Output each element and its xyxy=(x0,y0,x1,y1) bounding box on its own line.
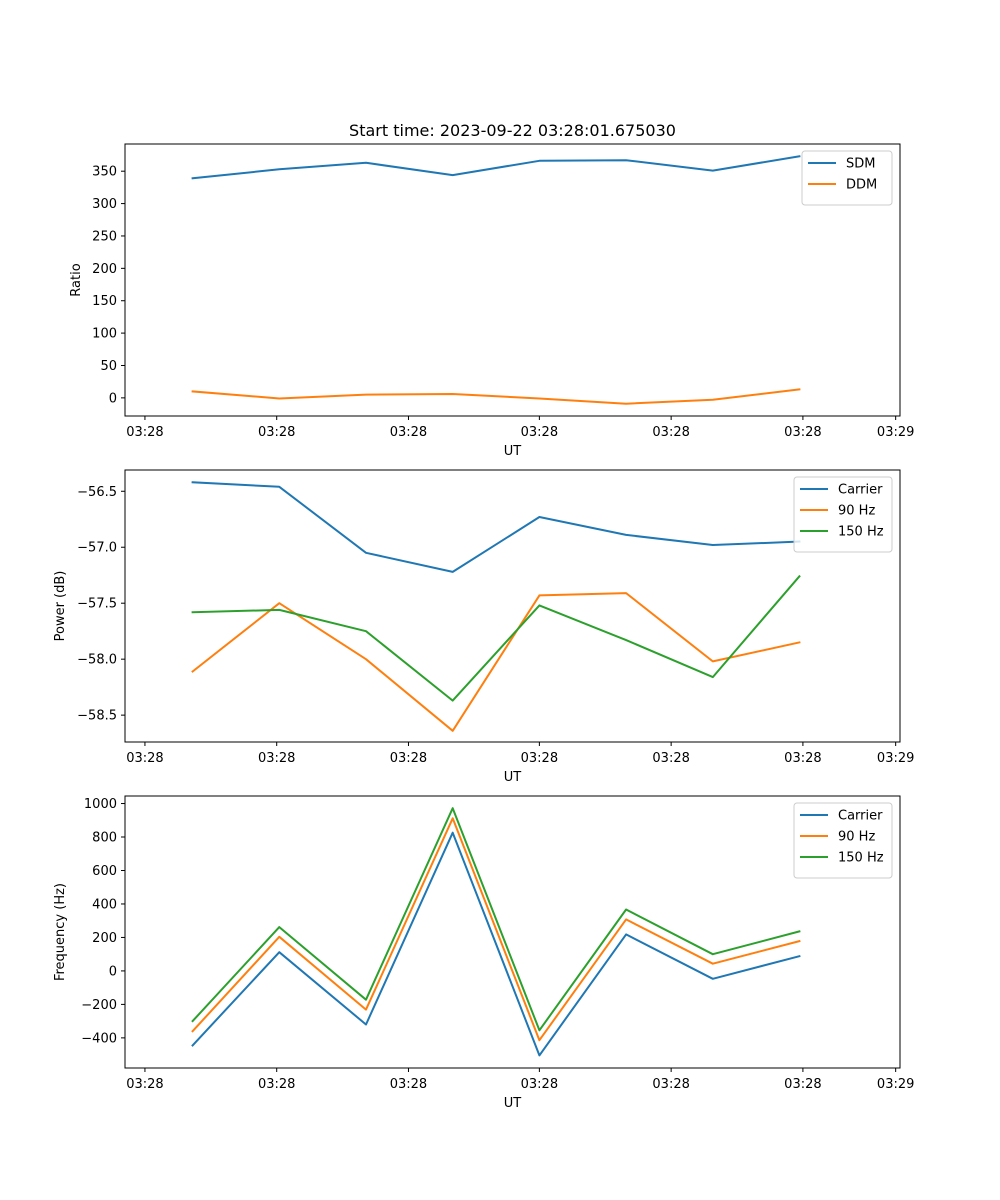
legend: Carrier 90 Hz 150 Hz xyxy=(793,476,893,553)
y-tick-label: −200 xyxy=(81,998,117,1013)
y-tick-label: −400 xyxy=(81,1031,117,1046)
subplot-3: 03:28 03:28 03:28 03:28 03:28 03:28 03:29 UT −40… xyxy=(53,795,914,1111)
y-tick-label: 200 xyxy=(92,262,117,277)
x-tick-label: 03:28 xyxy=(258,425,295,440)
y-tick-label: 0 xyxy=(109,964,117,979)
y-tick-label: 0 xyxy=(109,391,117,406)
x-tick-label: 03:28 xyxy=(126,425,163,440)
y-axis-label: Ratio xyxy=(69,263,84,296)
y-tick-label: −58.0 xyxy=(77,653,117,668)
subplot-2: 03:28 03:28 03:28 03:28 03:28 03:28 03:29 UT −58… xyxy=(53,469,914,785)
legend-label: SDM xyxy=(846,157,875,172)
legend-label: 150 Hz xyxy=(838,525,884,540)
x-tick-label: 03:28 xyxy=(521,425,558,440)
x-tick-label: 03:28 xyxy=(258,1077,295,1092)
y-tick-label: −58.5 xyxy=(77,709,117,724)
legend-label: Carrier xyxy=(838,809,883,824)
legend-label: 150 Hz xyxy=(838,851,884,866)
x-tick-label: 03:28 xyxy=(126,1077,163,1092)
x-tick-label: 03:28 xyxy=(390,751,427,766)
legend-box xyxy=(793,802,893,879)
x-tick-label: 03:28 xyxy=(126,751,163,766)
y-tick-label: −57.0 xyxy=(77,541,117,556)
legend-label: DDM xyxy=(846,178,877,193)
series-line-sdm xyxy=(191,155,801,180)
x-tick-label: 03:28 xyxy=(652,751,689,766)
legend-box xyxy=(801,150,893,206)
axes-frame xyxy=(124,469,901,743)
x-tick-label: 03:29 xyxy=(877,1077,914,1092)
y-tick-label: 600 xyxy=(92,864,117,879)
x-tick-label: 03:29 xyxy=(877,751,914,766)
y-tick-label: 250 xyxy=(92,229,117,244)
subplot-1: Start time: 2023-09-22 03:28:01.67503003… xyxy=(69,121,914,459)
x-tick-label: 03:28 xyxy=(652,1077,689,1092)
x-tick-label: 03:28 xyxy=(390,1077,427,1092)
series-line-150-hz xyxy=(191,807,801,1032)
legend-label: Carrier xyxy=(838,483,883,498)
series-line-150-hz xyxy=(191,574,801,702)
legend-label: 90 Hz xyxy=(838,504,875,519)
series-line-90-hz xyxy=(191,592,801,732)
y-tick-label: −56.5 xyxy=(77,485,117,500)
y-tick-label: −57.5 xyxy=(77,597,117,612)
y-tick-label: 200 xyxy=(92,931,117,946)
x-tick-label: 03:28 xyxy=(258,751,295,766)
y-axis-label: Power (dB) xyxy=(53,571,68,642)
y-tick-label: 400 xyxy=(92,897,117,912)
chart-title: Start time: 2023-09-22 03:28:01.675030 xyxy=(349,121,676,140)
series-line-carrier xyxy=(191,481,801,573)
y-tick-label: 150 xyxy=(92,294,117,309)
legend: Carrier 90 Hz 150 Hz xyxy=(793,802,893,879)
x-tick-label: 03:28 xyxy=(521,751,558,766)
y-tick-label: 50 xyxy=(100,359,117,374)
y-tick-label: 100 xyxy=(92,327,117,342)
x-tick-label: 03:29 xyxy=(877,425,914,440)
y-tick-label: 300 xyxy=(92,197,117,212)
legend-label: 90 Hz xyxy=(838,830,875,845)
x-tick-label: 03:28 xyxy=(652,425,689,440)
x-tick-label: 03:28 xyxy=(784,425,821,440)
x-tick-label: 03:28 xyxy=(784,751,821,766)
legend-box xyxy=(793,476,893,553)
x-tick-label: 03:28 xyxy=(784,1077,821,1092)
axes-frame xyxy=(124,795,901,1069)
y-tick-label: 350 xyxy=(92,165,117,180)
series-line-ddm xyxy=(191,388,801,405)
x-axis-label: UT xyxy=(504,444,522,459)
x-tick-label: 03:28 xyxy=(390,425,427,440)
series-line-90-hz xyxy=(191,817,801,1042)
y-tick-label: 1000 xyxy=(84,797,117,812)
series-line-carrier xyxy=(191,831,801,1057)
legend: SDM DDM xyxy=(801,150,893,206)
y-axis-label: Frequency (Hz) xyxy=(53,883,68,981)
axes-frame xyxy=(124,143,901,417)
y-tick-label: 800 xyxy=(92,831,117,846)
x-axis-label: UT xyxy=(504,1096,522,1111)
x-axis-label: UT xyxy=(504,770,522,785)
x-tick-label: 03:28 xyxy=(521,1077,558,1092)
